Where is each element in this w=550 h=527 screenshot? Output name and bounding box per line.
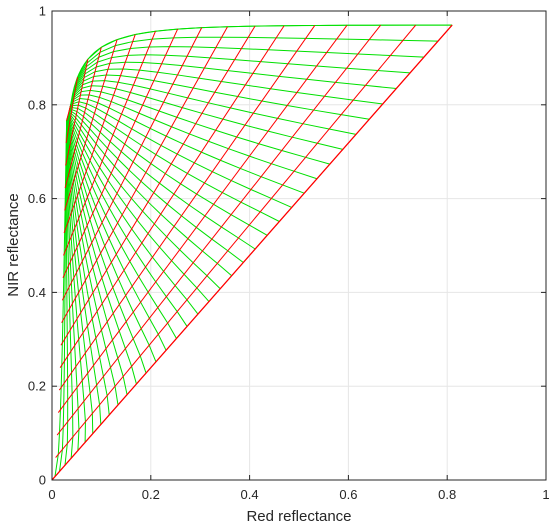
x-tick-label: 0 [48,487,55,502]
x-tick-label: 1 [542,487,549,502]
y-tick-label: 0.2 [28,379,46,394]
y-ticks: 0 0.2 0.4 0.6 0.8 1 [28,4,546,488]
fraction-isoline [65,59,89,166]
x-tick-label: 0.6 [339,487,357,502]
x-tick-label: 0.8 [438,487,456,502]
x-axis-label: Red reflectance [246,508,351,525]
x-tick-label: 0.2 [142,487,160,502]
fraction-isoline [60,25,256,346]
fraction-isoline [61,26,228,324]
y-axis-label: NIR reflectance [5,193,22,296]
plot-background [52,11,546,480]
x-ticks: 0 0.2 0.4 0.6 0.8 1 [48,11,550,502]
y-tick-label: 1 [39,4,46,19]
fraction-isoline [66,104,72,121]
y-tick-label: 0.6 [28,191,46,206]
upper-envelope [68,24,453,124]
fraction-isoline [59,25,285,368]
fraction-isoline [55,24,417,458]
soil-line [51,24,453,481]
fraction-isoline [58,25,316,391]
y-tick-label: 0.8 [28,97,46,112]
fraction-isoline [64,39,118,211]
y-tick-label: 0 [39,473,46,488]
fraction-isoline [62,28,179,279]
fraction-isoline [61,27,203,301]
x-tick-label: 0.4 [241,487,259,502]
fraction-isolines [51,24,453,481]
fraction-isoline [57,25,348,413]
y-tick-label: 0.4 [28,285,46,300]
fraction-isoline [63,34,136,234]
plot-frame [51,10,547,481]
fraction-isoline [65,77,79,144]
fraction-isoline [56,24,382,436]
fraction-isoline [64,47,102,189]
fraction-isoline [63,31,156,256]
